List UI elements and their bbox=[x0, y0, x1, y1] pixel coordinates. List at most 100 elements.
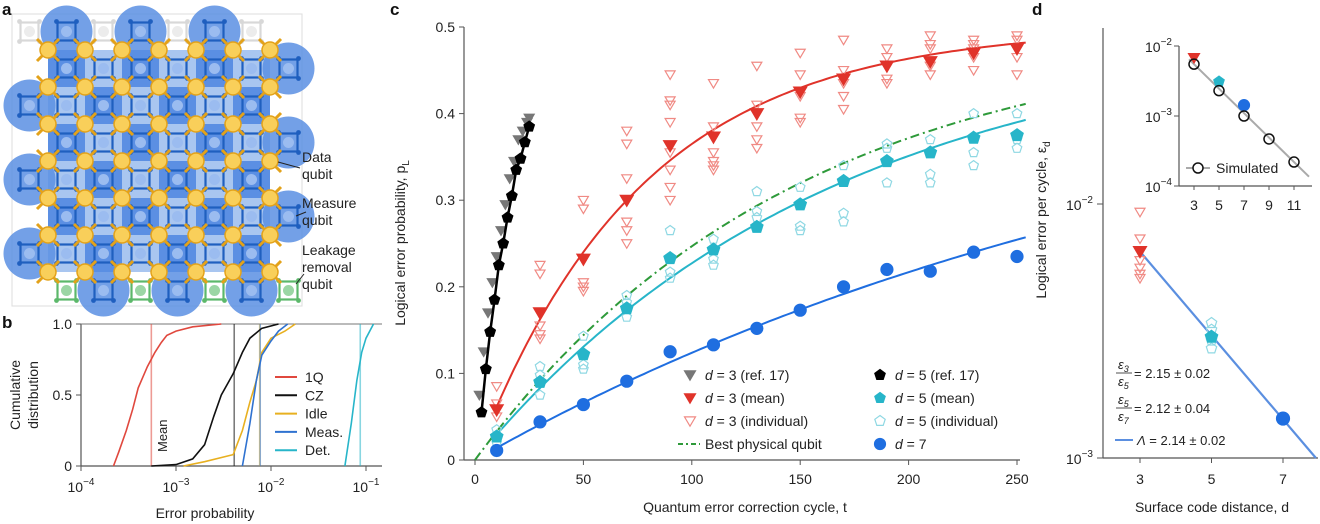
inset-point-d5 bbox=[1213, 75, 1225, 87]
data-qubit bbox=[220, 148, 246, 174]
legend-label: Best physical qubit bbox=[705, 436, 822, 452]
data-qubit bbox=[35, 259, 61, 285]
point-d5mean bbox=[1010, 128, 1024, 142]
point-d3ind bbox=[750, 100, 763, 111]
point-d3ind bbox=[880, 44, 893, 55]
inset-x-tick-label: 3 bbox=[1190, 197, 1198, 213]
point-d7 bbox=[1010, 249, 1024, 264]
legend-swatch bbox=[683, 416, 697, 428]
x-tick-label: 10−4 bbox=[68, 477, 95, 495]
x-tick-label: 10−1 bbox=[353, 477, 380, 495]
point-d5ind bbox=[577, 358, 589, 370]
point-d3ind bbox=[1010, 70, 1024, 81]
point-d5mean bbox=[576, 347, 591, 361]
svg-text:Λ = 2.14 ± 0.02: Λ = 2.14 ± 0.02 bbox=[1136, 433, 1225, 448]
point-d3ind bbox=[707, 148, 720, 159]
legend-swatch bbox=[683, 370, 697, 382]
point-d5ref bbox=[492, 258, 505, 271]
point-d5ref bbox=[501, 211, 514, 223]
point-d5ind bbox=[751, 205, 763, 217]
point-d3ind bbox=[664, 117, 677, 129]
point-d5ref bbox=[523, 120, 536, 132]
data-qubit bbox=[220, 74, 246, 100]
data-qubit bbox=[146, 148, 172, 174]
point-d3ref bbox=[473, 390, 486, 401]
measure-qubit bbox=[91, 204, 116, 229]
point-d5ref bbox=[475, 406, 488, 418]
x-tick-label: 100 bbox=[680, 471, 704, 487]
point-d3ind bbox=[924, 31, 937, 42]
point-d3ind bbox=[794, 70, 807, 81]
point-d5mean bbox=[706, 242, 721, 256]
point-d3ind bbox=[794, 48, 807, 59]
legend-label: Simulated bbox=[1216, 160, 1278, 176]
x-axis-label: Quantum error correction cycle, t bbox=[643, 499, 847, 515]
legend-item-d3ind: d = 3 (individual) bbox=[683, 413, 808, 429]
point-d5ref bbox=[497, 237, 510, 249]
inset-x-tick-label: 7 bbox=[1240, 197, 1248, 213]
cdf-line-cz bbox=[151, 323, 279, 467]
inset-x-tick-label: 11 bbox=[1287, 197, 1302, 213]
point-d5ind bbox=[881, 142, 893, 153]
x-tick-label: 10−2 bbox=[258, 477, 285, 495]
legend: 1Q CZ Idle Meas. Det. bbox=[275, 369, 343, 458]
point-d3mean bbox=[749, 108, 765, 121]
point-d5ind bbox=[621, 311, 633, 322]
point-d3ref bbox=[494, 226, 508, 237]
point-d3ind bbox=[880, 52, 893, 64]
data-qubit bbox=[72, 185, 98, 211]
mean-label: Mean bbox=[155, 419, 170, 452]
legend-label: Idle bbox=[305, 406, 328, 422]
data-qubit bbox=[109, 259, 135, 285]
point-d3ind bbox=[750, 143, 763, 155]
point-d5-individual bbox=[1205, 342, 1218, 354]
inset-x-tick-label: 9 bbox=[1265, 197, 1273, 213]
inset-y-tick-label: 10−3 bbox=[1145, 107, 1172, 125]
legend-item-d3ref: d = 3 (ref. 17) bbox=[683, 367, 789, 383]
y-tick-label: 0.3 bbox=[436, 192, 456, 208]
data-qubit bbox=[35, 222, 61, 248]
point-d5mean bbox=[966, 130, 981, 144]
point-d7 bbox=[663, 345, 677, 359]
legend-label: Meas. bbox=[305, 424, 343, 440]
point-d3ind bbox=[837, 35, 850, 46]
data-qubit bbox=[146, 74, 172, 100]
simulated-point bbox=[1238, 110, 1250, 122]
point-d5ind bbox=[881, 138, 893, 149]
point-d3ind bbox=[880, 78, 893, 90]
legend-label: CZ bbox=[305, 387, 324, 403]
data-qubit bbox=[72, 111, 98, 137]
point-d3ind bbox=[1010, 35, 1024, 46]
point-d3-individual bbox=[1133, 273, 1147, 285]
legend-label: d = 3 (individual) bbox=[705, 413, 808, 429]
svg-text:ε7: ε7 bbox=[1118, 409, 1130, 426]
point-d5ind bbox=[794, 220, 806, 231]
cdf-line-meas bbox=[241, 323, 289, 467]
point-d3mean bbox=[1009, 43, 1025, 57]
data-qubit bbox=[109, 222, 135, 248]
legend-swatch bbox=[874, 414, 886, 426]
y-tick-label: 0.4 bbox=[436, 106, 456, 122]
point-d3ind bbox=[620, 174, 633, 185]
legend-label: d = 3 (ref. 17) bbox=[705, 367, 789, 383]
point-d3mean bbox=[792, 86, 808, 100]
svg-text:ε3: ε3 bbox=[1118, 357, 1129, 374]
point-d3ref bbox=[490, 252, 503, 263]
point-d3ind bbox=[707, 122, 720, 133]
data-qubit bbox=[257, 37, 283, 63]
legend-label: d = 7 bbox=[895, 436, 927, 452]
point-d3ind bbox=[664, 70, 677, 81]
point-d3ref bbox=[499, 200, 512, 211]
point-d3ind bbox=[750, 122, 763, 133]
point-d3ind bbox=[620, 217, 633, 228]
point-d3ref bbox=[503, 174, 516, 185]
point-d3ind bbox=[620, 139, 633, 150]
point-d5ind bbox=[794, 181, 806, 192]
legend-label: Det. bbox=[305, 442, 331, 458]
y-tick-label: 0.5 bbox=[53, 387, 73, 403]
svg-text:= 2.12 ± 0.04: = 2.12 ± 0.04 bbox=[1134, 401, 1210, 416]
legend-label: d = 5 (individual) bbox=[895, 413, 998, 429]
